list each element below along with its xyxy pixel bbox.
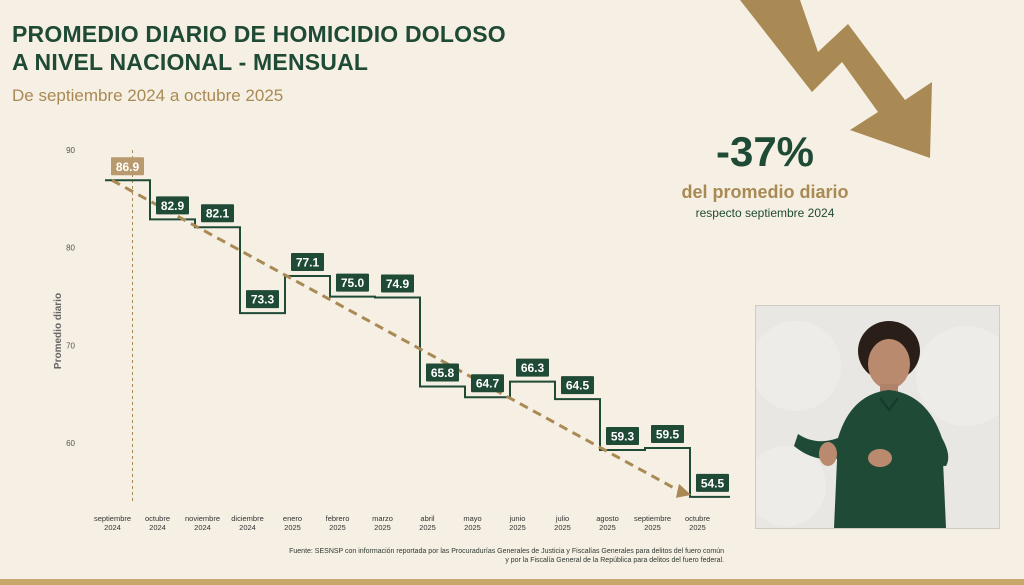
reduction-sublabel: respecto septiembre 2024 — [695, 206, 835, 220]
data-label-text: 59.3 — [611, 429, 635, 443]
reduction-percent: -37% — [715, 128, 815, 175]
trend-arrow-icon — [676, 483, 691, 498]
y-tick-label: 60 — [66, 439, 75, 448]
data-label-box — [246, 290, 279, 309]
data-label: 64.5 — [561, 376, 594, 395]
data-label-box — [606, 426, 639, 445]
data-label: 82.9 — [156, 196, 189, 215]
data-label-box — [381, 274, 414, 293]
data-label-text: 82.1 — [206, 207, 230, 221]
data-label-text: 82.9 — [161, 199, 185, 213]
source-line-2: y por la Fiscalía General de la Repúblic… — [505, 557, 724, 564]
x-tick-label: junio 2025 — [509, 514, 526, 532]
page-title: PROMEDIO DIARIO DE HOMICIDIO DOLOSO A NI… — [12, 20, 506, 76]
x-tick-label: noviembre 2024 — [185, 514, 220, 532]
series-step-line — [105, 179, 730, 498]
data-label-box — [696, 473, 729, 492]
data-label-box — [426, 363, 459, 382]
sign-language-interpreter-video — [755, 305, 1000, 529]
data-label-box — [336, 273, 369, 292]
y-tick-label: 70 — [66, 341, 75, 350]
data-label-box — [561, 376, 594, 395]
y-axis-label: Promedio diario — [53, 293, 64, 369]
data-label-box — [156, 196, 189, 215]
data-label: 86.9 — [111, 157, 144, 176]
interpreter-figure — [756, 306, 999, 528]
data-label: 59.5 — [651, 425, 684, 444]
data-label-text: 74.9 — [386, 277, 410, 291]
bottom-accent-bar — [0, 579, 1024, 585]
x-tick-label: octubre 2024 — [145, 514, 170, 532]
data-label-text: 86.9 — [116, 160, 140, 174]
data-label-box — [471, 374, 504, 393]
data-label-box — [201, 204, 234, 223]
data-label: 77.1 — [291, 253, 324, 272]
reduction-label: del promedio diario — [681, 182, 849, 202]
x-tick-label: agosto 2025 — [596, 514, 619, 532]
data-label-text: 65.8 — [431, 366, 455, 380]
data-label: 75.0 — [336, 273, 369, 292]
title-line-2: A NIVEL NACIONAL - MENSUAL — [12, 49, 369, 75]
data-label-box — [291, 253, 324, 272]
source-line-1: Fuente: SESNSP con información reportada… — [289, 548, 724, 555]
y-tick-label: 90 — [66, 146, 75, 155]
data-label-text: 77.1 — [296, 256, 320, 270]
x-tick-label: enero 2025 — [283, 514, 302, 532]
subtitle: De septiembre 2024 a octubre 2025 — [12, 86, 284, 105]
x-tick-label: julio 2025 — [554, 514, 571, 532]
data-label: 66.3 — [516, 358, 549, 377]
trend-line — [111, 178, 684, 495]
x-tick-label: febrero 2025 — [326, 514, 350, 532]
data-label: 59.3 — [606, 426, 639, 445]
data-label-text: 73.3 — [251, 293, 275, 307]
data-label-text: 66.3 — [521, 361, 545, 375]
x-tick-label: marzo 2025 — [372, 514, 393, 532]
data-label: 65.8 — [426, 363, 459, 382]
data-label-box — [111, 157, 144, 176]
data-label: 82.1 — [201, 204, 234, 223]
data-label: 74.9 — [381, 274, 414, 293]
data-label-text: 59.5 — [656, 428, 680, 442]
downward-arrow-icon — [740, 0, 932, 158]
y-tick-label: 80 — [66, 244, 75, 253]
data-label-text: 64.7 — [476, 377, 500, 391]
title-line-1: PROMEDIO DIARIO DE HOMICIDIO DOLOSO — [12, 21, 506, 47]
x-tick-label: septiembre 2024 — [94, 514, 131, 532]
data-label-box — [516, 358, 549, 377]
data-label-box — [651, 425, 684, 444]
x-tick-label: mayo 2025 — [463, 514, 481, 532]
x-tick-label: diciembre 2024 — [231, 514, 264, 532]
data-label-text: 75.0 — [341, 276, 365, 290]
x-tick-label: septiembre 2025 — [634, 514, 671, 532]
data-label-text: 64.5 — [566, 379, 590, 393]
source-note: Fuente: SESNSP con información reportada… — [164, 547, 724, 565]
x-tick-label: octubre 2025 — [685, 514, 710, 532]
x-tick-label: abril 2025 — [419, 514, 436, 532]
data-label: 64.7 — [471, 374, 504, 393]
data-label-text: 54.5 — [701, 476, 725, 490]
data-label: 54.5 — [696, 473, 729, 492]
data-label: 73.3 — [246, 290, 279, 309]
